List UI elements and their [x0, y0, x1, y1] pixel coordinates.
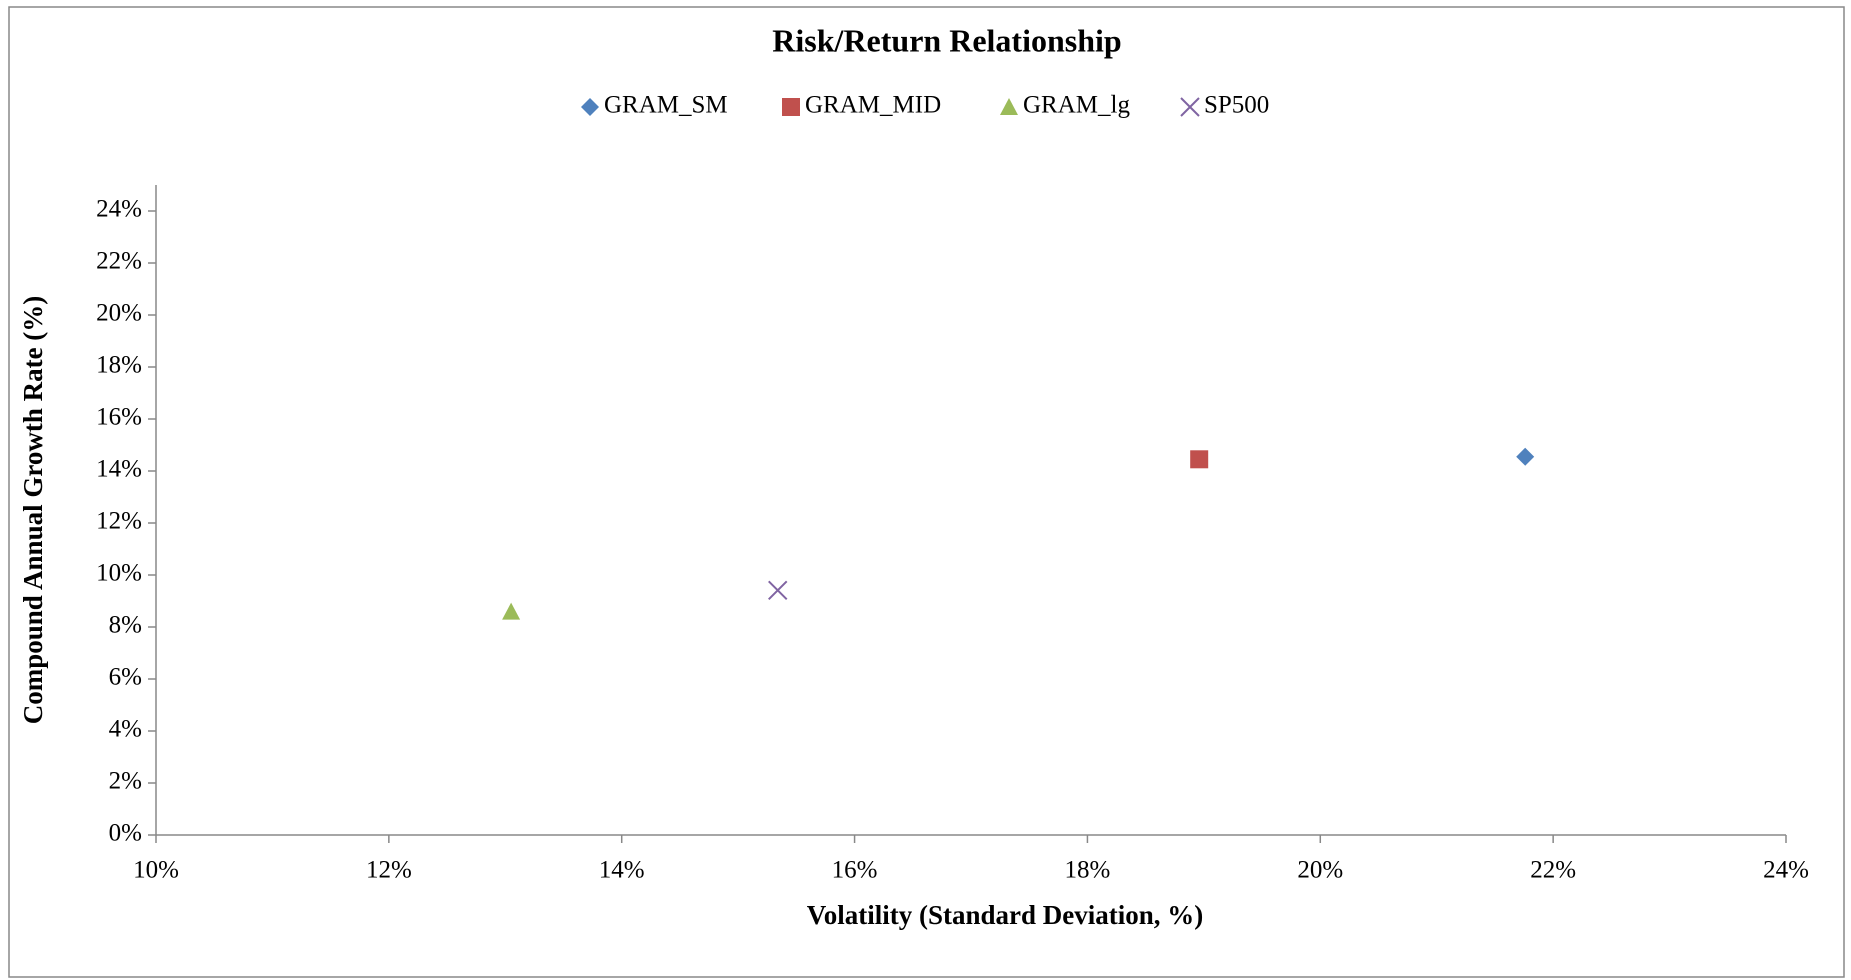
- legend-marker: [581, 98, 599, 116]
- x-tick-label: 16%: [832, 857, 878, 884]
- x-tick-label: 10%: [133, 857, 179, 884]
- x-tick-label: 14%: [599, 857, 645, 884]
- chart-title: Risk/Return Relationship: [772, 22, 1121, 58]
- y-tick-label: 16%: [96, 404, 142, 431]
- y-tick-label: 10%: [96, 560, 142, 587]
- y-tick-label: 24%: [96, 196, 142, 223]
- point: [768, 580, 788, 601]
- y-tick-label: 6%: [109, 664, 142, 691]
- y-tick-label: 4%: [109, 716, 142, 743]
- legend-marker: [1180, 97, 1200, 117]
- y-tick-label: 22%: [96, 248, 142, 275]
- legend-label: GRAM_MID: [805, 92, 941, 119]
- legend-marker: [1000, 98, 1018, 115]
- point: [1516, 447, 1535, 466]
- y-axis-title: Compound Annual Growth Rate (%): [18, 296, 48, 725]
- y-tick-label: 0%: [109, 820, 142, 847]
- x-tick-label: 18%: [1065, 857, 1111, 884]
- y-tick-label: 18%: [96, 352, 142, 379]
- chart-border: [8, 6, 1845, 978]
- x-axis-title: Volatility (Standard Deviation, %): [807, 900, 1204, 930]
- legend-label: GRAM_lg: [1023, 92, 1130, 119]
- point: [1190, 450, 1209, 469]
- legend-marker: [782, 98, 800, 116]
- y-tick-label: 8%: [109, 612, 142, 639]
- point: [502, 602, 521, 620]
- x-tick-label: 22%: [1530, 857, 1576, 884]
- x-tick-label: 24%: [1763, 857, 1809, 884]
- legend-label: GRAM_SM: [604, 92, 728, 119]
- x-tick-label: 20%: [1297, 857, 1343, 884]
- y-tick-label: 20%: [96, 300, 142, 327]
- y-tick-label: 14%: [96, 456, 142, 483]
- x-tick-label: 12%: [366, 857, 412, 884]
- y-tick-label: 2%: [109, 768, 142, 795]
- legend-label: SP500: [1204, 92, 1269, 119]
- y-tick-label: 12%: [96, 508, 142, 535]
